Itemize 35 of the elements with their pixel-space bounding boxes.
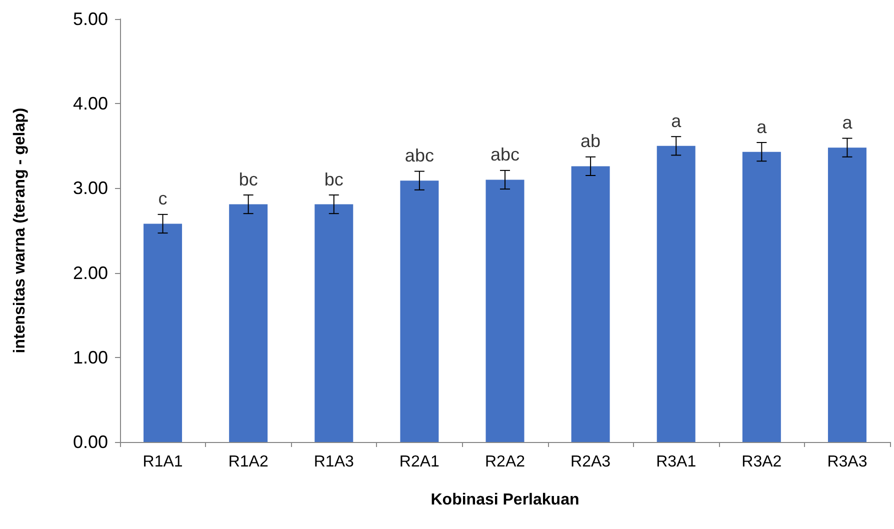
bar <box>828 148 866 442</box>
annotation: bc <box>238 169 258 190</box>
x-tick-label: R2A1 <box>399 454 440 470</box>
annotation: a <box>756 116 768 137</box>
y-tick-label: 4.00 <box>72 94 108 114</box>
bar <box>656 146 696 442</box>
y-tick-label: 0.00 <box>72 432 108 452</box>
annotation: a <box>842 112 854 133</box>
x-tick-label: R1A2 <box>228 454 268 470</box>
y-tick-label: 1.00 <box>72 347 108 368</box>
bar <box>400 180 439 442</box>
x-tick-label: R2A3 <box>570 454 611 470</box>
bar <box>742 152 781 442</box>
bar <box>314 204 354 442</box>
x-tick-label: R3A3 <box>827 454 868 470</box>
y-tick-label: 5.00 <box>72 9 108 29</box>
y-axis-title: intensitas warna (terang - gelap) <box>12 108 28 354</box>
y-tick-label: 3.00 <box>72 178 108 198</box>
bar <box>571 166 610 442</box>
bar <box>144 224 182 442</box>
annotation: c <box>158 188 168 209</box>
x-tick-label: R3A1 <box>656 454 696 470</box>
y-tick-label: 2.00 <box>72 262 108 283</box>
x-tick-label: R1A3 <box>314 454 354 470</box>
annotation: abc <box>404 146 434 166</box>
x-tick-label: R3A2 <box>742 454 782 470</box>
bar <box>486 180 524 442</box>
x-tick-label: R1A1 <box>142 454 183 470</box>
annotation: ab <box>580 131 601 152</box>
bar <box>229 204 268 442</box>
x-axis-title: Kobinasi Perlakuan <box>430 492 580 508</box>
annotation: bc <box>324 169 344 190</box>
annotation: abc <box>490 144 520 165</box>
x-tick-label: R2A2 <box>484 454 526 470</box>
annotation: a <box>671 110 682 131</box>
